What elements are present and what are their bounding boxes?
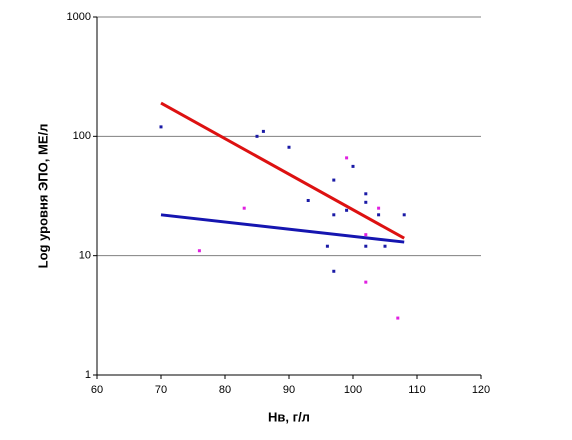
point bbox=[364, 244, 368, 248]
point bbox=[377, 206, 381, 210]
y-tick-label: 10 bbox=[79, 250, 91, 262]
point bbox=[159, 125, 163, 129]
point bbox=[332, 178, 336, 182]
point bbox=[351, 164, 355, 168]
point bbox=[255, 134, 259, 138]
x-tick-label: 110 bbox=[408, 384, 426, 396]
point bbox=[402, 213, 406, 217]
point bbox=[345, 156, 349, 160]
point bbox=[345, 208, 349, 212]
point bbox=[377, 213, 381, 217]
trend-line bbox=[160, 101, 405, 240]
x-tick-label: 100 bbox=[344, 384, 362, 396]
point bbox=[197, 249, 201, 253]
y-axis-title: Log уровня ЭПО, МЕ/л bbox=[35, 124, 50, 269]
x-tick-label: 90 bbox=[283, 384, 295, 396]
point bbox=[364, 200, 368, 204]
x-tick-label: 70 bbox=[155, 384, 167, 396]
point bbox=[261, 129, 265, 133]
x-axis-title: Нв, г/л bbox=[268, 409, 310, 424]
point bbox=[332, 269, 336, 273]
y-tick-label: 1 bbox=[85, 369, 91, 381]
point bbox=[383, 244, 387, 248]
point bbox=[364, 192, 368, 196]
point bbox=[364, 233, 368, 237]
point bbox=[332, 213, 336, 217]
x-tick-label: 80 bbox=[219, 384, 231, 396]
point bbox=[364, 280, 368, 284]
x-tick-label: 120 bbox=[472, 384, 490, 396]
y-tick-label: 1000 bbox=[67, 11, 91, 23]
point bbox=[396, 316, 400, 320]
point bbox=[306, 198, 310, 202]
point bbox=[325, 244, 329, 248]
x-tick-label: 60 bbox=[91, 384, 103, 396]
trend-line bbox=[160, 213, 405, 244]
point bbox=[287, 145, 291, 149]
y-tick-label: 100 bbox=[73, 130, 91, 142]
point bbox=[242, 206, 246, 210]
